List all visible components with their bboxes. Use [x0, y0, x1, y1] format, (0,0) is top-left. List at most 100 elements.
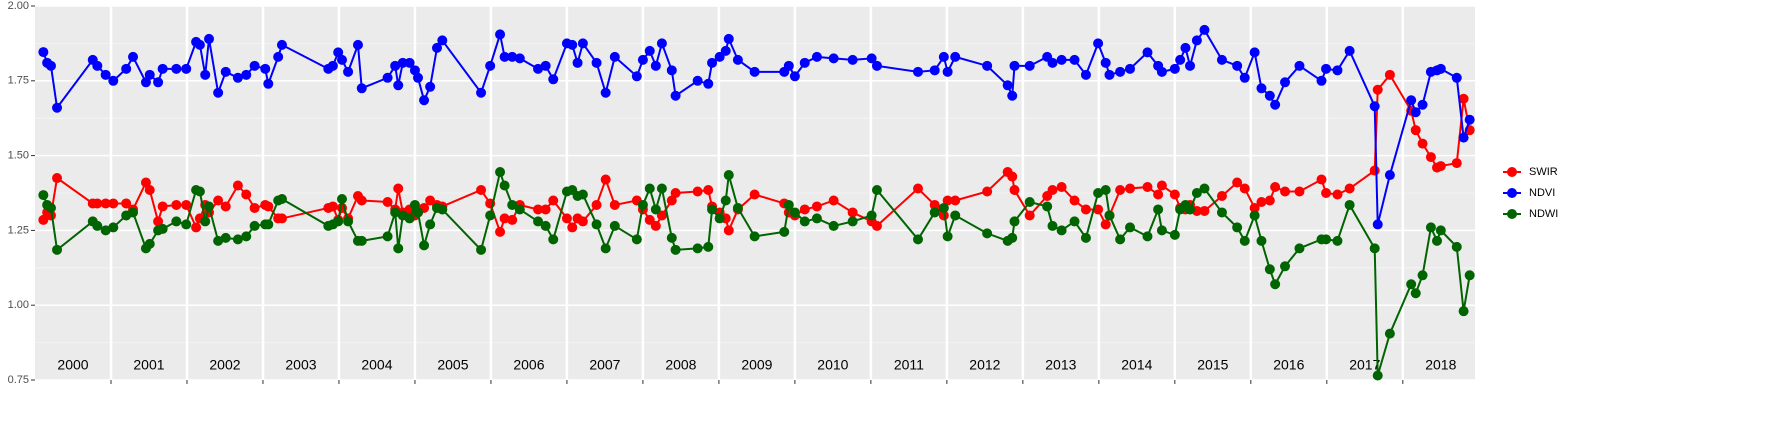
- point: [749, 231, 760, 242]
- point: [1256, 83, 1267, 94]
- point: [1142, 182, 1153, 193]
- year-label: 2002: [209, 357, 240, 373]
- point: [1369, 243, 1380, 254]
- point: [1432, 235, 1443, 246]
- point: [1344, 45, 1355, 56]
- point: [703, 185, 714, 196]
- point: [1232, 222, 1243, 233]
- point: [533, 204, 544, 215]
- point: [703, 241, 714, 252]
- year-label: 2003: [285, 357, 316, 373]
- point: [1169, 229, 1180, 240]
- point: [1264, 195, 1275, 206]
- point: [412, 207, 423, 218]
- point: [1199, 205, 1210, 216]
- point: [1458, 132, 1469, 143]
- point: [533, 63, 544, 74]
- point: [1080, 204, 1091, 215]
- point: [1344, 183, 1355, 194]
- point: [871, 220, 882, 231]
- point: [567, 222, 578, 233]
- point: [942, 231, 953, 242]
- point: [779, 226, 790, 237]
- point: [1294, 243, 1305, 254]
- point: [631, 71, 642, 82]
- year-label: 2001: [133, 357, 164, 373]
- point: [1451, 72, 1462, 83]
- year-label: 2009: [741, 357, 772, 373]
- point: [577, 38, 588, 49]
- point: [356, 83, 367, 94]
- point: [1321, 63, 1332, 74]
- point: [1458, 93, 1469, 104]
- year-label: 2014: [1121, 357, 1152, 373]
- year-label: 2010: [817, 357, 848, 373]
- year-label: 2012: [969, 357, 1000, 373]
- point: [1156, 180, 1167, 191]
- point: [352, 39, 363, 50]
- point: [871, 185, 882, 196]
- point: [1249, 202, 1260, 213]
- point: [1093, 188, 1104, 198]
- point: [1169, 63, 1180, 74]
- point: [52, 102, 63, 113]
- point: [540, 60, 551, 71]
- point: [950, 195, 961, 206]
- point: [263, 219, 274, 230]
- point: [333, 216, 344, 227]
- point: [982, 186, 993, 197]
- point: [108, 222, 119, 233]
- point: [1384, 69, 1395, 80]
- point: [1047, 57, 1058, 68]
- year-label: 2000: [57, 357, 88, 373]
- point: [128, 207, 139, 218]
- point: [45, 60, 56, 71]
- legend-key: [1507, 188, 1517, 198]
- point: [866, 53, 877, 64]
- point: [666, 195, 677, 206]
- point: [191, 222, 202, 233]
- point: [1024, 60, 1035, 71]
- point: [912, 66, 923, 77]
- point: [425, 219, 436, 230]
- point: [938, 202, 949, 213]
- point: [707, 57, 718, 68]
- point: [1009, 216, 1020, 227]
- point: [1069, 54, 1080, 65]
- point: [249, 220, 260, 231]
- point: [1332, 235, 1343, 246]
- point: [1369, 165, 1380, 176]
- point: [476, 244, 487, 255]
- legend-label: NDVI: [1529, 187, 1555, 199]
- point: [249, 202, 260, 213]
- point: [692, 243, 703, 254]
- point: [393, 80, 404, 91]
- point: [1321, 234, 1332, 245]
- point: [1425, 152, 1436, 163]
- point: [1384, 328, 1395, 339]
- point: [942, 66, 953, 77]
- point: [1410, 288, 1421, 299]
- point: [263, 201, 274, 212]
- point: [1080, 69, 1091, 80]
- y-tick-label: 1.75: [8, 75, 29, 87]
- point: [1249, 47, 1260, 58]
- point: [631, 234, 642, 245]
- point: [1199, 24, 1210, 35]
- point: [140, 177, 151, 188]
- point: [1007, 171, 1018, 182]
- point: [241, 189, 252, 200]
- point: [650, 60, 661, 71]
- point: [609, 220, 620, 231]
- legend-key: [1507, 167, 1517, 177]
- point: [1024, 210, 1035, 221]
- year-label: 2015: [1197, 357, 1228, 373]
- point: [609, 51, 620, 62]
- point: [1256, 235, 1267, 246]
- point: [703, 78, 714, 89]
- point: [213, 195, 224, 206]
- point: [567, 39, 578, 50]
- point: [670, 244, 681, 255]
- point: [1372, 219, 1383, 230]
- point: [276, 193, 287, 204]
